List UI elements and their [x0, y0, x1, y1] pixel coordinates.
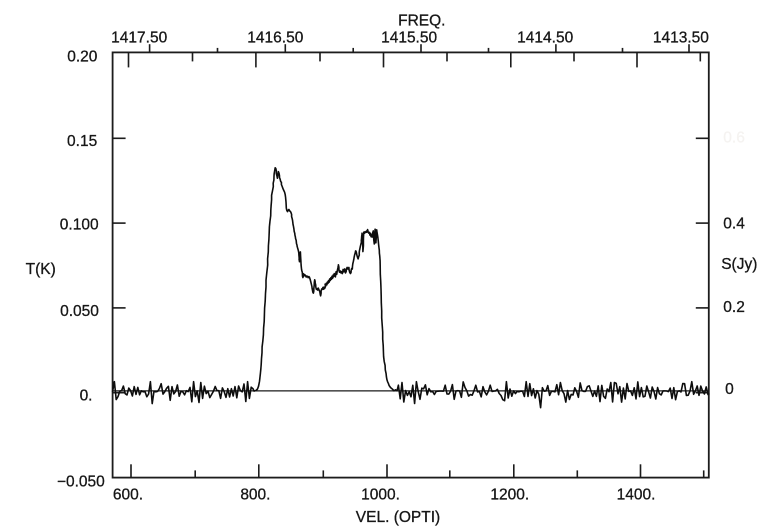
svg-text:T(K): T(K)	[26, 261, 56, 278]
svg-text:0.20: 0.20	[67, 48, 98, 65]
svg-text:1000.: 1000.	[361, 487, 400, 504]
svg-text:0.2: 0.2	[723, 299, 745, 316]
svg-text:0.050: 0.050	[60, 303, 99, 320]
svg-text:1417.50: 1417.50	[111, 29, 167, 46]
svg-text:600.: 600.	[113, 487, 143, 504]
svg-text:1413.50: 1413.50	[653, 29, 709, 46]
svg-text:0.15: 0.15	[67, 133, 97, 150]
svg-text:S(Jy): S(Jy)	[721, 256, 757, 273]
svg-text:1400.: 1400.	[617, 487, 656, 504]
svg-text:1414.50: 1414.50	[517, 29, 573, 46]
svg-text:0.100: 0.100	[60, 216, 99, 233]
svg-text:1415.50: 1415.50	[381, 29, 437, 46]
svg-text:1200.: 1200.	[490, 487, 529, 504]
svg-text:VEL. (OPTI): VEL. (OPTI)	[356, 509, 440, 526]
svg-text:0.4: 0.4	[723, 216, 745, 233]
svg-text:0: 0	[725, 381, 734, 398]
svg-text:800.: 800.	[240, 487, 270, 504]
svg-text:0.: 0.	[80, 388, 93, 405]
svg-text:FREQ.: FREQ.	[398, 13, 445, 30]
svg-text:0.6: 0.6	[723, 130, 745, 147]
svg-text:−0.050: −0.050	[57, 474, 105, 491]
svg-text:1416.50: 1416.50	[247, 29, 303, 46]
